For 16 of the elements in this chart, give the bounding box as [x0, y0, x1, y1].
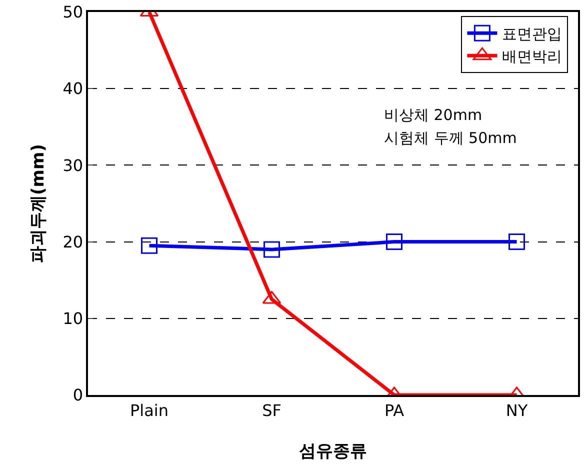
y-tick-label: 40 — [62, 79, 84, 98]
y-tick-label: 20 — [62, 232, 84, 252]
x-axis-title: 섬유종류 — [299, 442, 367, 462]
y-tick-label: 50 — [62, 2, 84, 22]
y-axis-title: 파괴두께(mm) — [28, 144, 48, 263]
legend-label: 표면관입 — [502, 24, 562, 43]
annotation: 비상체 20mm — [384, 106, 482, 124]
x-tick-label: Plain — [130, 400, 168, 420]
annotation: 시험체 두께 50mm — [384, 129, 517, 147]
x-tick-label: SF — [262, 400, 282, 420]
x-tick-label: NY — [506, 400, 528, 420]
y-tick-label: 0 — [72, 386, 84, 405]
x-tick-label: PA — [384, 400, 404, 420]
legend-label: 배면박리 — [502, 47, 562, 66]
y-tick-label: 10 — [62, 309, 84, 328]
y-tick-label: 30 — [62, 156, 84, 175]
